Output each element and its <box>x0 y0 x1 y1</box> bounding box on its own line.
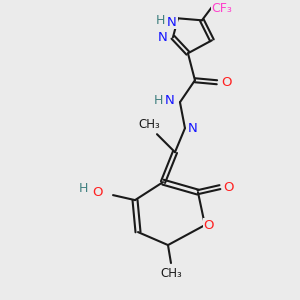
Text: O: O <box>92 186 102 199</box>
Text: O: O <box>222 76 232 89</box>
Text: H: H <box>153 94 163 107</box>
Text: H: H <box>155 14 165 27</box>
Text: N: N <box>165 94 175 107</box>
Text: O: O <box>224 181 234 194</box>
Text: O: O <box>204 219 214 232</box>
Text: CH₃: CH₃ <box>138 118 160 131</box>
Text: N: N <box>167 16 177 29</box>
Text: CF₃: CF₃ <box>212 2 233 15</box>
Text: N: N <box>188 122 198 135</box>
Text: N: N <box>158 31 168 44</box>
Text: H: H <box>78 182 88 195</box>
Text: CH₃: CH₃ <box>160 266 182 280</box>
